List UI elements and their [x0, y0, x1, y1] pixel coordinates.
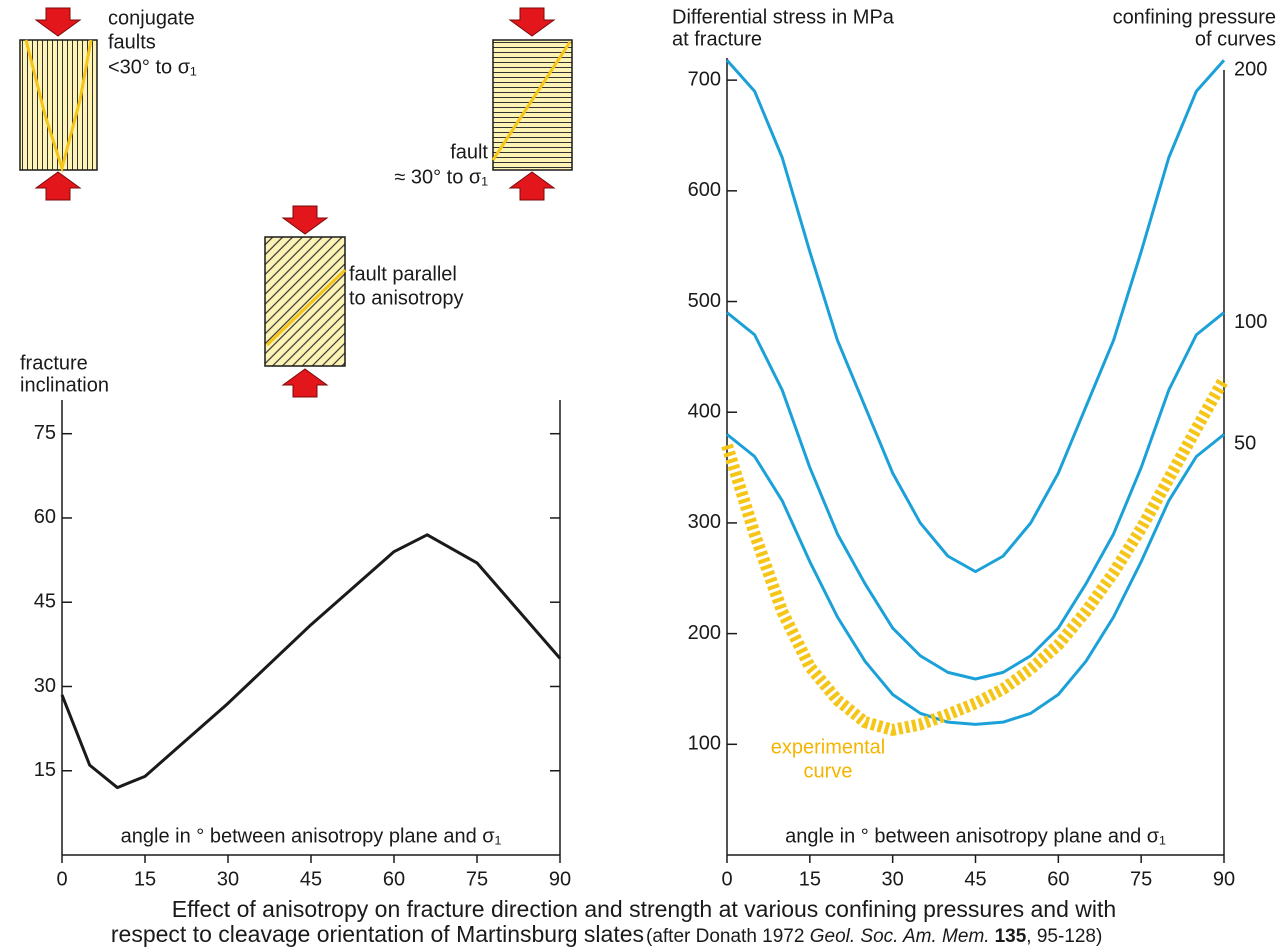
- y-tick-label: 300: [688, 511, 721, 533]
- diagram-label: faults: [108, 31, 156, 53]
- y-tick-label: 60: [34, 506, 56, 528]
- x-tick-label: 0: [56, 868, 67, 890]
- y-tick-label: 45: [34, 591, 56, 613]
- data-line: [726, 433, 1225, 726]
- curve-label: 50: [1234, 433, 1256, 455]
- annotation: experimental: [771, 736, 886, 758]
- y-tick-label: 600: [688, 179, 721, 201]
- source-pages: , 95-128): [1026, 926, 1102, 947]
- data-line: [60, 533, 562, 790]
- diagram-label: fault: [450, 141, 488, 163]
- diagram-label: to anisotropy: [349, 287, 464, 309]
- curve-label: 100: [1234, 311, 1267, 333]
- x-tick-label: 60: [1047, 868, 1069, 890]
- data-line: [721, 376, 1230, 736]
- y-tick-label: 100: [688, 733, 721, 755]
- diagram-label: <30° to σ₁: [108, 56, 197, 78]
- y2-axis-label: of curves: [1195, 28, 1276, 50]
- x-axis-label: angle in ° between anisotropy plane and …: [785, 825, 1166, 847]
- caption: respect to cleavage orientation of Marti…: [111, 921, 644, 947]
- y-tick-label: 700: [688, 68, 721, 90]
- diagram-label: fault parallel: [349, 263, 457, 285]
- x-tick-label: 30: [217, 868, 239, 890]
- x-tick-label: 45: [300, 868, 322, 890]
- y-axis-label: fracture: [20, 352, 88, 374]
- y-tick-label: 200: [688, 622, 721, 644]
- data-line: [726, 311, 1225, 681]
- source-volume: 135: [995, 926, 1027, 947]
- x-tick-label: 75: [466, 868, 488, 890]
- specimen-3: [264, 205, 347, 398]
- y-axis-label: at fracture: [672, 28, 762, 50]
- x-tick-label: 15: [134, 868, 156, 890]
- caption-text: respect to cleavage orientation of Marti…: [111, 921, 644, 947]
- caption: Effect of anisotropy on fracture directi…: [172, 896, 1116, 922]
- x-tick-label: 90: [549, 868, 571, 890]
- data-line: [725, 59, 1226, 574]
- source-text: (after Donath 1972: [646, 926, 810, 947]
- x-tick-label: 75: [1130, 868, 1152, 890]
- y-tick-label: 400: [688, 401, 721, 423]
- x-axis-label: angle in ° between anisotropy plane and …: [121, 825, 502, 847]
- annotation: curve: [804, 760, 853, 782]
- x-tick-label: 45: [964, 868, 986, 890]
- x-tick-label: 0: [721, 868, 732, 890]
- y-tick-label: 15: [34, 759, 56, 781]
- y-axis-label: Differential stress in MPa: [672, 6, 895, 28]
- curve-label: 200: [1234, 58, 1267, 80]
- y-tick-label: 75: [34, 422, 56, 444]
- specimen-2: [491, 7, 573, 201]
- y-tick-label: 30: [34, 675, 56, 697]
- x-tick-label: 60: [383, 868, 405, 890]
- x-tick-label: 30: [882, 868, 904, 890]
- diagram-label: conjugate: [108, 7, 195, 29]
- y-tick-label: 500: [688, 290, 721, 312]
- specimen-1: [19, 7, 98, 201]
- x-tick-label: 90: [1213, 868, 1235, 890]
- caption-source: (after Donath 1972 Geol. Soc. Am. Mem. 13…: [646, 926, 1102, 947]
- y-axis-label: inclination: [20, 374, 109, 396]
- y2-axis-label: confining pressure: [1113, 6, 1276, 28]
- diagram-label: ≈ 30° to σ₁: [394, 166, 488, 188]
- source-journal: Geol. Soc. Am. Mem.: [810, 926, 990, 947]
- x-tick-label: 15: [799, 868, 821, 890]
